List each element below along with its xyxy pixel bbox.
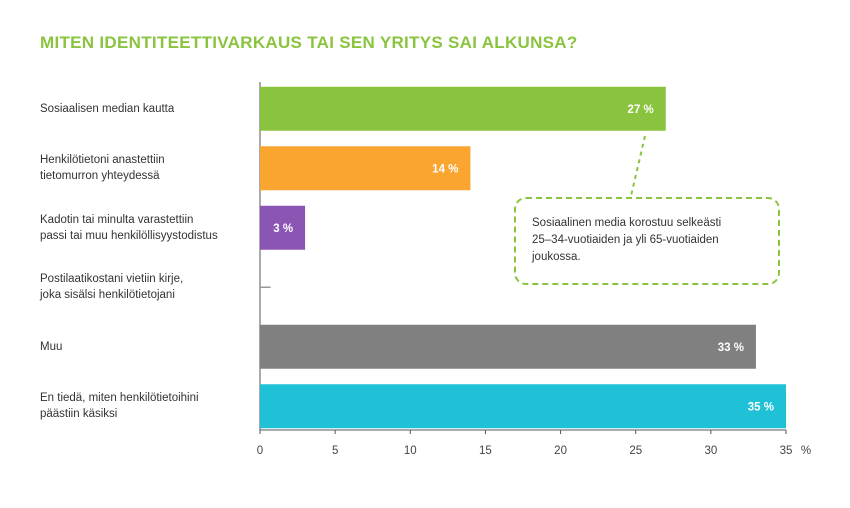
bar — [260, 286, 271, 288]
category-label: Sosiaalisen median kautta — [40, 102, 175, 115]
x-tick-label: 30 — [704, 445, 717, 457]
bar-value-label: 27 % — [628, 104, 654, 116]
annotation-text: Sosiaalinen media korostuu selkeästi 25–… — [532, 217, 722, 263]
chart-title: MITEN IDENTITEETTIVARKAUS TAI SEN YRITYS… — [40, 33, 578, 52]
bar — [260, 146, 471, 191]
category-label: Kadotin tai minulta varastettiin passi t… — [40, 213, 218, 242]
x-tick-label: 0 — [257, 445, 263, 457]
bar-value-label: 3 % — [273, 223, 293, 235]
x-tick-label: 35 — [780, 445, 793, 457]
category-label: Muu — [40, 340, 63, 353]
annotation-callout: Sosiaalinen media korostuu selkeästi 25–… — [514, 197, 780, 285]
bar-value-label: 33 % — [718, 342, 744, 354]
bar — [260, 324, 756, 369]
x-tick-label: 5 — [332, 445, 338, 457]
bar-value-label: 14 % — [432, 163, 458, 175]
x-tick-label: 10 — [404, 445, 417, 457]
bar — [260, 86, 666, 131]
x-unit-label: % — [801, 445, 811, 457]
x-tick-label: 20 — [554, 445, 567, 457]
x-tick-label: 25 — [629, 445, 642, 457]
bar — [260, 384, 786, 429]
category-label: En tiedä, miten henkilötietoihini päästi… — [40, 392, 199, 421]
category-label: Henkilötietoni anastettiin tietomurron y… — [40, 154, 165, 183]
category-label: Postilaatikostani vietiin kirje, joka si… — [40, 273, 184, 302]
bar — [260, 205, 306, 250]
x-tick-label: 15 — [479, 445, 492, 457]
callout-connector — [630, 135, 646, 197]
bar-value-label: 35 % — [748, 401, 774, 413]
